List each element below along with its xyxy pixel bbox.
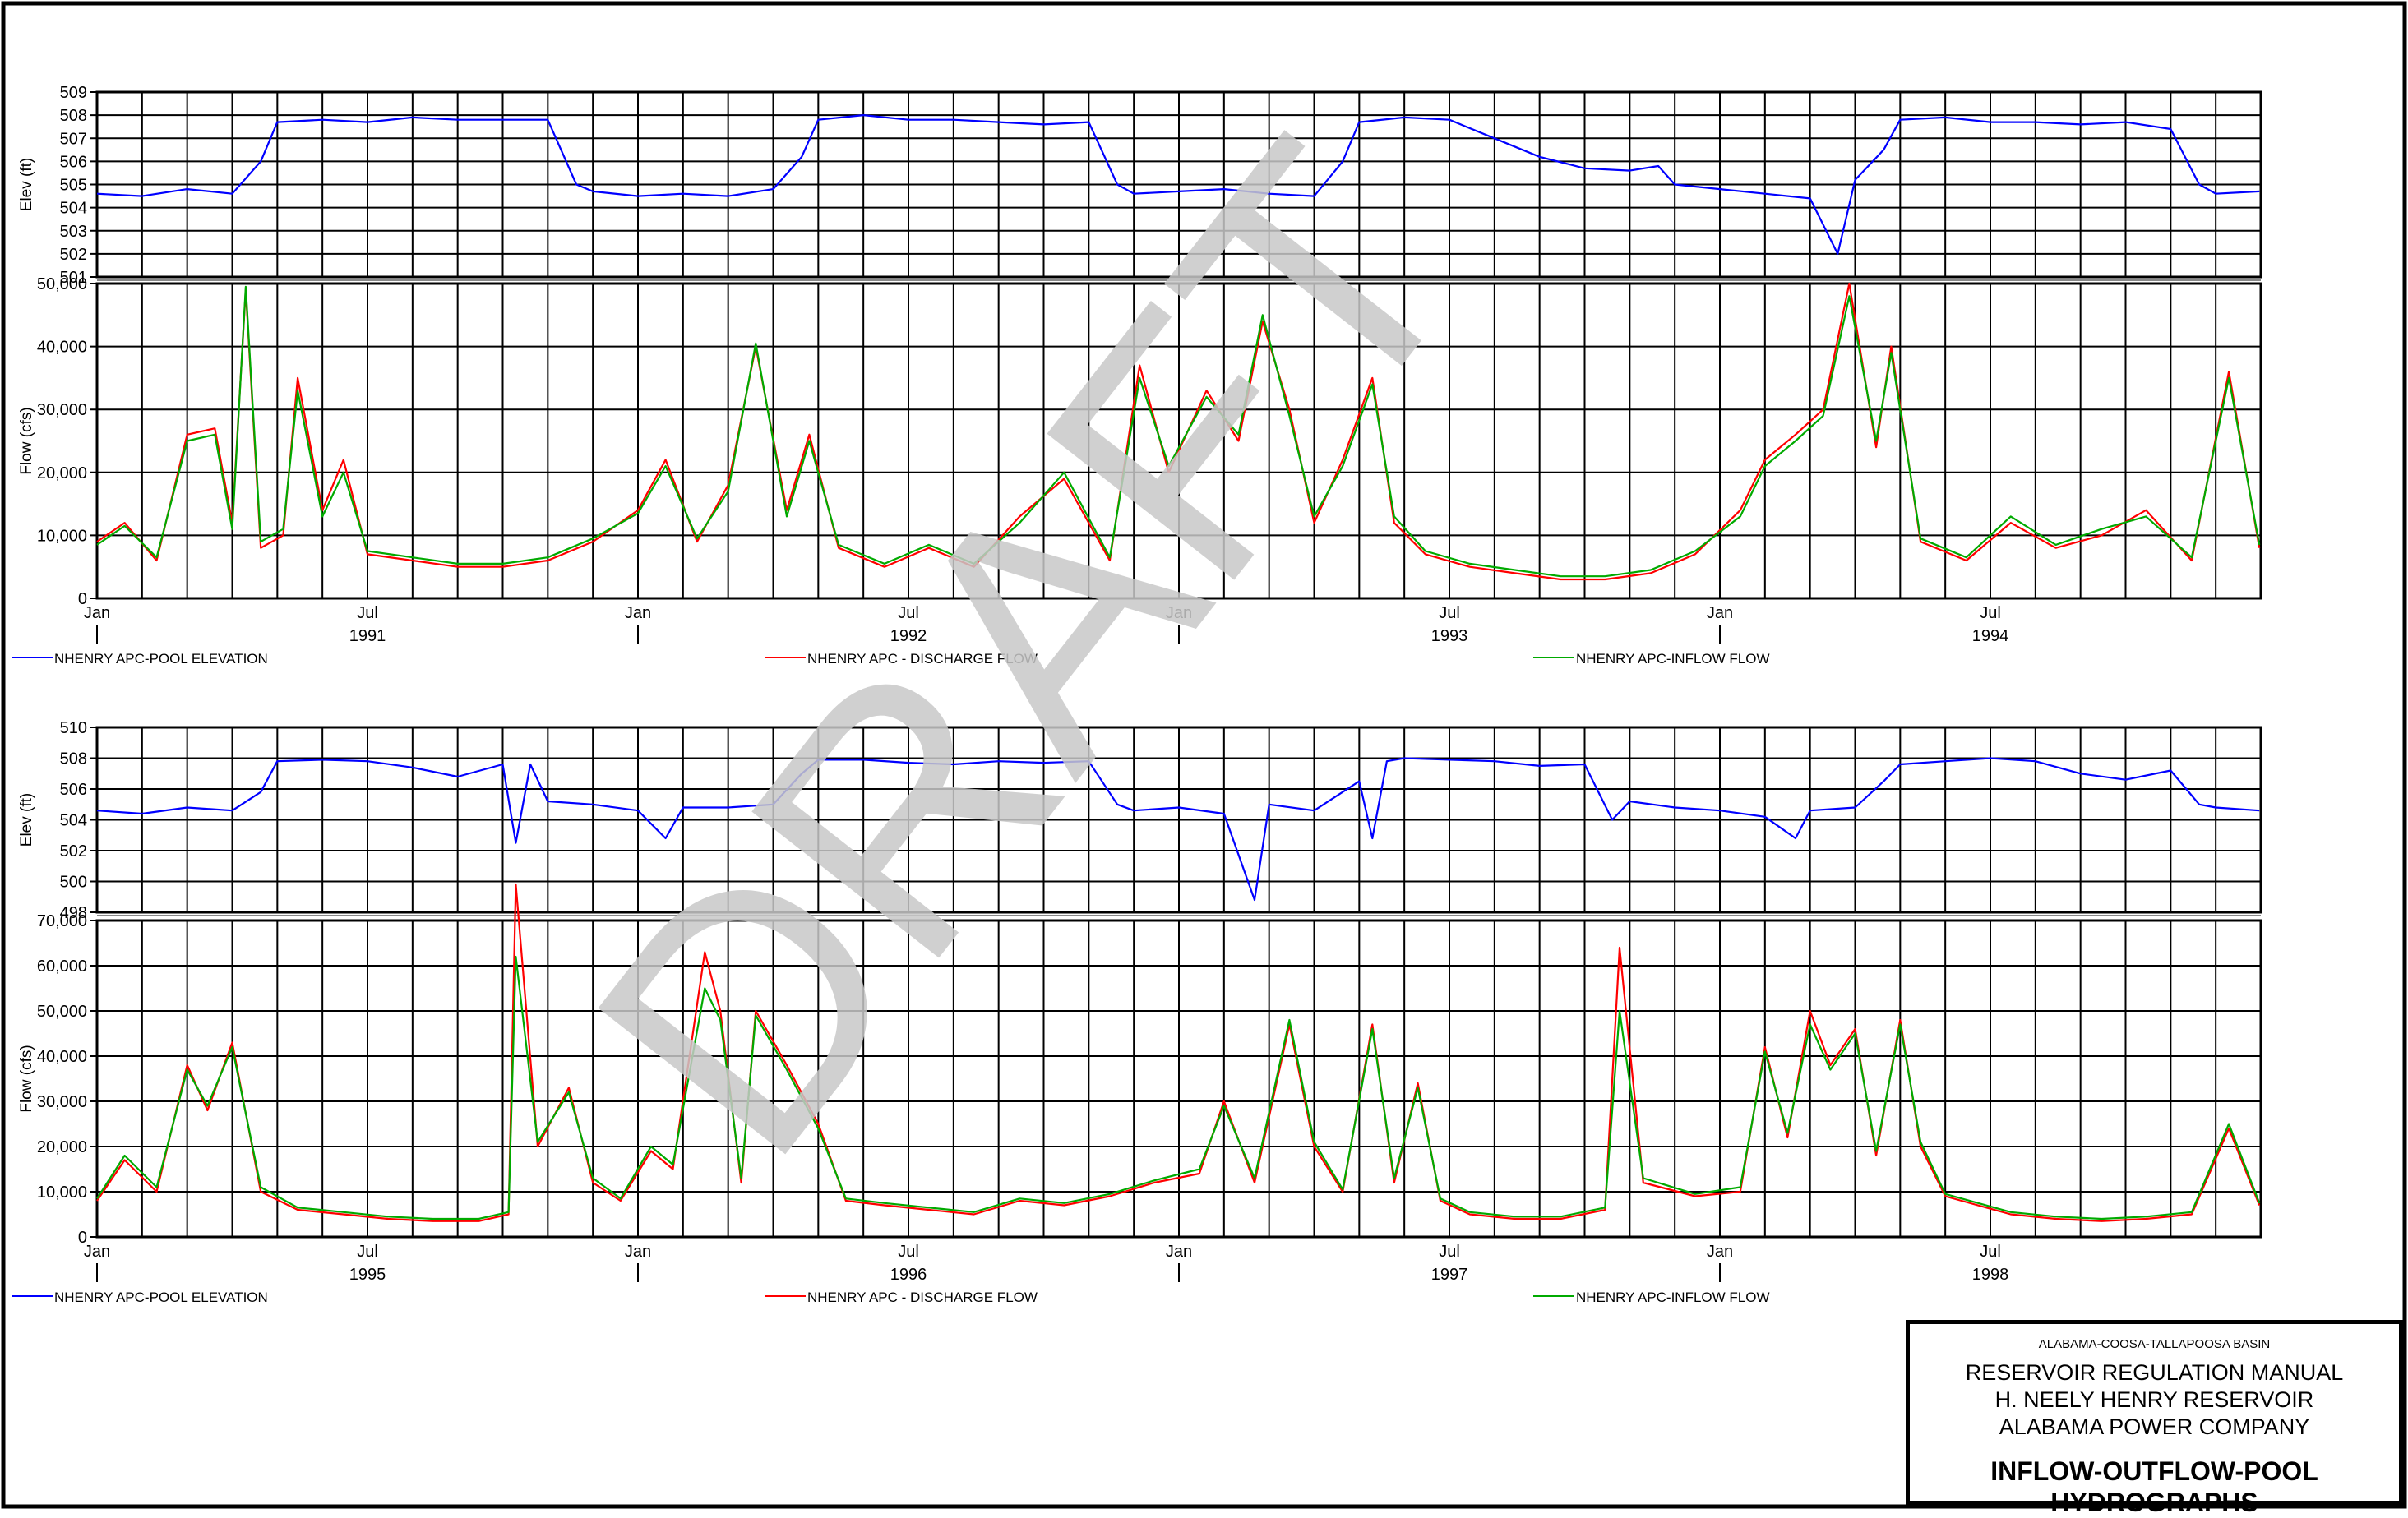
title-block-reservoir: H. NEELY HENRY RESERVOIR xyxy=(1994,1387,2314,1412)
y-tick-label: 502 xyxy=(60,246,87,264)
chart-block-2: 498 500 502 504 506 508 510 Elev (ft) 0 10,000 20,… xyxy=(12,719,2262,1305)
y-tick-label: 510 xyxy=(60,719,87,737)
y-tick-label: 500 xyxy=(60,874,87,892)
x-tick-label: Jan xyxy=(1707,604,1733,622)
legend-label: NHENRY APC-POOL ELEVATION xyxy=(54,651,268,667)
series-line-elevation-0 xyxy=(96,114,2260,255)
year-label: 1992 xyxy=(890,627,927,645)
y-tick-label: 505 xyxy=(60,177,87,195)
y-tick-label: 40,000 xyxy=(37,339,87,357)
y-tick-label: 498 xyxy=(60,904,87,922)
y-tick-label: 508 xyxy=(60,750,87,768)
y-tick-label: 50,000 xyxy=(37,1003,87,1021)
title-block: ALABAMA-COOSA-TALLAPOOSA BASIN RESERVOIR… xyxy=(1906,1320,2403,1517)
y-tick-label: 20,000 xyxy=(37,1138,87,1156)
year-label: 1994 xyxy=(1972,627,2009,645)
year-label: 1995 xyxy=(349,1266,386,1284)
y-tick-label: 40,000 xyxy=(37,1048,87,1066)
y-tick-label: 10,000 xyxy=(37,527,87,545)
y-tick-label: 504 xyxy=(60,812,87,830)
flow-panel: 0 10,000 20,000 30,000 40,000 50,000 60,000 70,… xyxy=(18,912,2262,1247)
y-tick-label: 0 xyxy=(78,1229,87,1247)
x-tick-label: Jul xyxy=(898,1243,919,1261)
x-tick-label: Jul xyxy=(357,1243,378,1261)
legend-label: NHENRY APC-INFLOW FLOW xyxy=(1576,1290,1770,1305)
series-line-flow-2 xyxy=(96,955,2261,1220)
chart-block-1: 501 502 503 504 505 506 507 508 509 Elev (ft) 0 10,… xyxy=(12,84,2262,667)
year-label: 1997 xyxy=(1431,1266,1468,1284)
title-block-title-line2: HYDROGRAPHS xyxy=(2050,1488,2258,1517)
y-tick-label: 503 xyxy=(60,223,87,241)
y-tick-label: 50,000 xyxy=(37,275,87,293)
year-label: 1996 xyxy=(890,1266,927,1284)
y-tick-label: 70,000 xyxy=(37,912,87,930)
panel-frame xyxy=(95,726,2262,914)
elevation-panel: 501 502 503 504 505 506 507 508 509 Elev (ft) xyxy=(18,84,2262,287)
flow-panel: 0 10,000 20,000 30,000 40,000 50,000 Flow (cfs… xyxy=(18,275,2262,608)
y-tick-label: 506 xyxy=(60,153,87,171)
y-tick-label: 506 xyxy=(60,781,87,799)
legend-label: NHENRY APC - DISCHARGE FLOW xyxy=(807,1290,1038,1305)
draft-watermark: DRAFT xyxy=(522,78,1534,1222)
y-tick-label: 60,000 xyxy=(37,957,87,976)
y-tick-label: 10,000 xyxy=(37,1183,87,1202)
chart-root: 501 502 503 504 505 506 507 508 509 Elev (ft) 0 10,… xyxy=(12,78,2262,1305)
panel-frame xyxy=(95,282,2262,600)
x-tick-label: Jul xyxy=(1980,1243,2001,1261)
legend-label: NHENRY APC-POOL ELEVATION xyxy=(54,1290,268,1305)
x-tick-label: Jan xyxy=(1166,604,1192,622)
x-tick-label: Jul xyxy=(1439,604,1460,622)
series-line-flow-1 xyxy=(96,883,2261,1222)
x-tick-label: Jan xyxy=(84,1243,110,1261)
y-tick-label: 20,000 xyxy=(37,464,87,482)
panel-frame xyxy=(95,90,2262,279)
y-axis-label: Elev (ft) xyxy=(18,793,35,847)
y-tick-label: 507 xyxy=(60,130,87,148)
title-block-company: ALABAMA POWER COMPANY xyxy=(1999,1414,2310,1439)
x-tick-label: Jan xyxy=(1166,1243,1192,1261)
y-tick-label: 504 xyxy=(60,200,87,218)
title-block-basin: ALABAMA-COOSA-TALLAPOOSA BASIN xyxy=(2038,1337,2271,1351)
series-line-elevation-0 xyxy=(96,757,2260,902)
panel-frame xyxy=(95,919,2262,1239)
y-axis-label: Flow (cfs) xyxy=(18,407,35,474)
series-line-flow-1 xyxy=(96,282,2261,581)
y-tick-label: 509 xyxy=(60,84,87,102)
y-axis-label: Flow (cfs) xyxy=(18,1045,35,1112)
y-tick-label: 30,000 xyxy=(37,1093,87,1111)
y-tick-label: 501 xyxy=(60,269,87,287)
y-tick-label: 502 xyxy=(60,842,87,861)
elevation-panel: 498 500 502 504 506 508 510 Elev (ft) xyxy=(18,719,2262,922)
series-line-flow-2 xyxy=(96,285,2261,578)
legend-label: NHENRY APC - DISCHARGE FLOW xyxy=(807,651,1038,667)
y-tick-label: 0 xyxy=(78,590,87,608)
y-tick-label: 30,000 xyxy=(37,401,87,419)
y-tick-label: 508 xyxy=(60,107,87,125)
y-axis-label: Elev (ft) xyxy=(18,158,35,211)
year-label: 1991 xyxy=(349,627,386,645)
year-label: 1993 xyxy=(1431,627,1468,645)
x-tick-label: Jul xyxy=(1439,1243,1460,1261)
x-tick-label: Jul xyxy=(898,604,919,622)
title-block-manual: RESERVOIR REGULATION MANUAL xyxy=(1965,1360,2344,1385)
x-tick-label: Jan xyxy=(625,1243,651,1261)
legend-label: NHENRY APC-INFLOW FLOW xyxy=(1576,651,1770,667)
year-label: 1998 xyxy=(1972,1266,2009,1284)
x-tick-label: Jul xyxy=(1980,604,2001,622)
x-tick-label: Jul xyxy=(357,604,378,622)
x-tick-label: Jan xyxy=(625,604,651,622)
title-block-title-line1: INFLOW-OUTFLOW-POOL xyxy=(1990,1456,2318,1486)
x-tick-label: Jan xyxy=(1707,1243,1733,1261)
x-tick-label: Jan xyxy=(84,604,110,622)
